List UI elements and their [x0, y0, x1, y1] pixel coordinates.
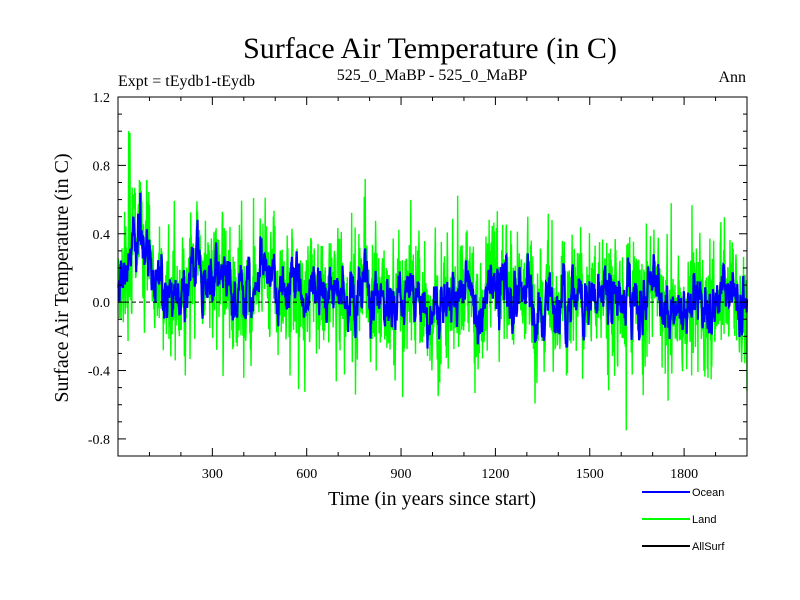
legend-label-land: Land — [692, 514, 716, 526]
x-tick-label: 300 — [202, 467, 223, 482]
y-tick-label: 0.4 — [93, 228, 111, 243]
chart-title: Surface Air Temperature (in C) — [243, 32, 617, 65]
chart-subtitle-left: Expt = tEydb1-tEydb — [118, 73, 255, 90]
y-tick-label: -0.4 — [88, 365, 110, 380]
y-tick-label: 0.8 — [93, 159, 111, 174]
y-tick-label: 0.0 — [93, 296, 111, 311]
legend-label-ocean: Ocean — [692, 487, 724, 499]
legend: Ocean Land AllSurf — [642, 487, 725, 553]
x-tick-label: 1500 — [576, 467, 604, 482]
y-tick-label: -0.8 — [88, 433, 110, 448]
x-tick-label: 600 — [296, 467, 317, 482]
x-axis: 300 600 900 1200 1500 1800 — [148, 97, 717, 482]
x-tick-label: 900 — [391, 467, 412, 482]
x-tick-label: 1800 — [670, 467, 698, 482]
x-tick-label: 1200 — [481, 467, 509, 482]
x-axis-label: Time (in years since start) — [328, 488, 536, 510]
y-axis: -0.8 -0.4 0.0 0.4 0.8 1.2 — [88, 91, 747, 448]
chart-subtitle-right: Ann — [718, 69, 746, 86]
series-layer — [117, 131, 749, 431]
series-line-ocean — [117, 192, 749, 349]
legend-label-allsurf: AllSurf — [692, 541, 725, 553]
chart-subtitle-center: 525_0_MaBP - 525_0_MaBP — [337, 67, 528, 84]
y-axis-label: Surface Air Temperature (in C) — [51, 153, 73, 402]
y-tick-label: 1.2 — [93, 91, 111, 106]
